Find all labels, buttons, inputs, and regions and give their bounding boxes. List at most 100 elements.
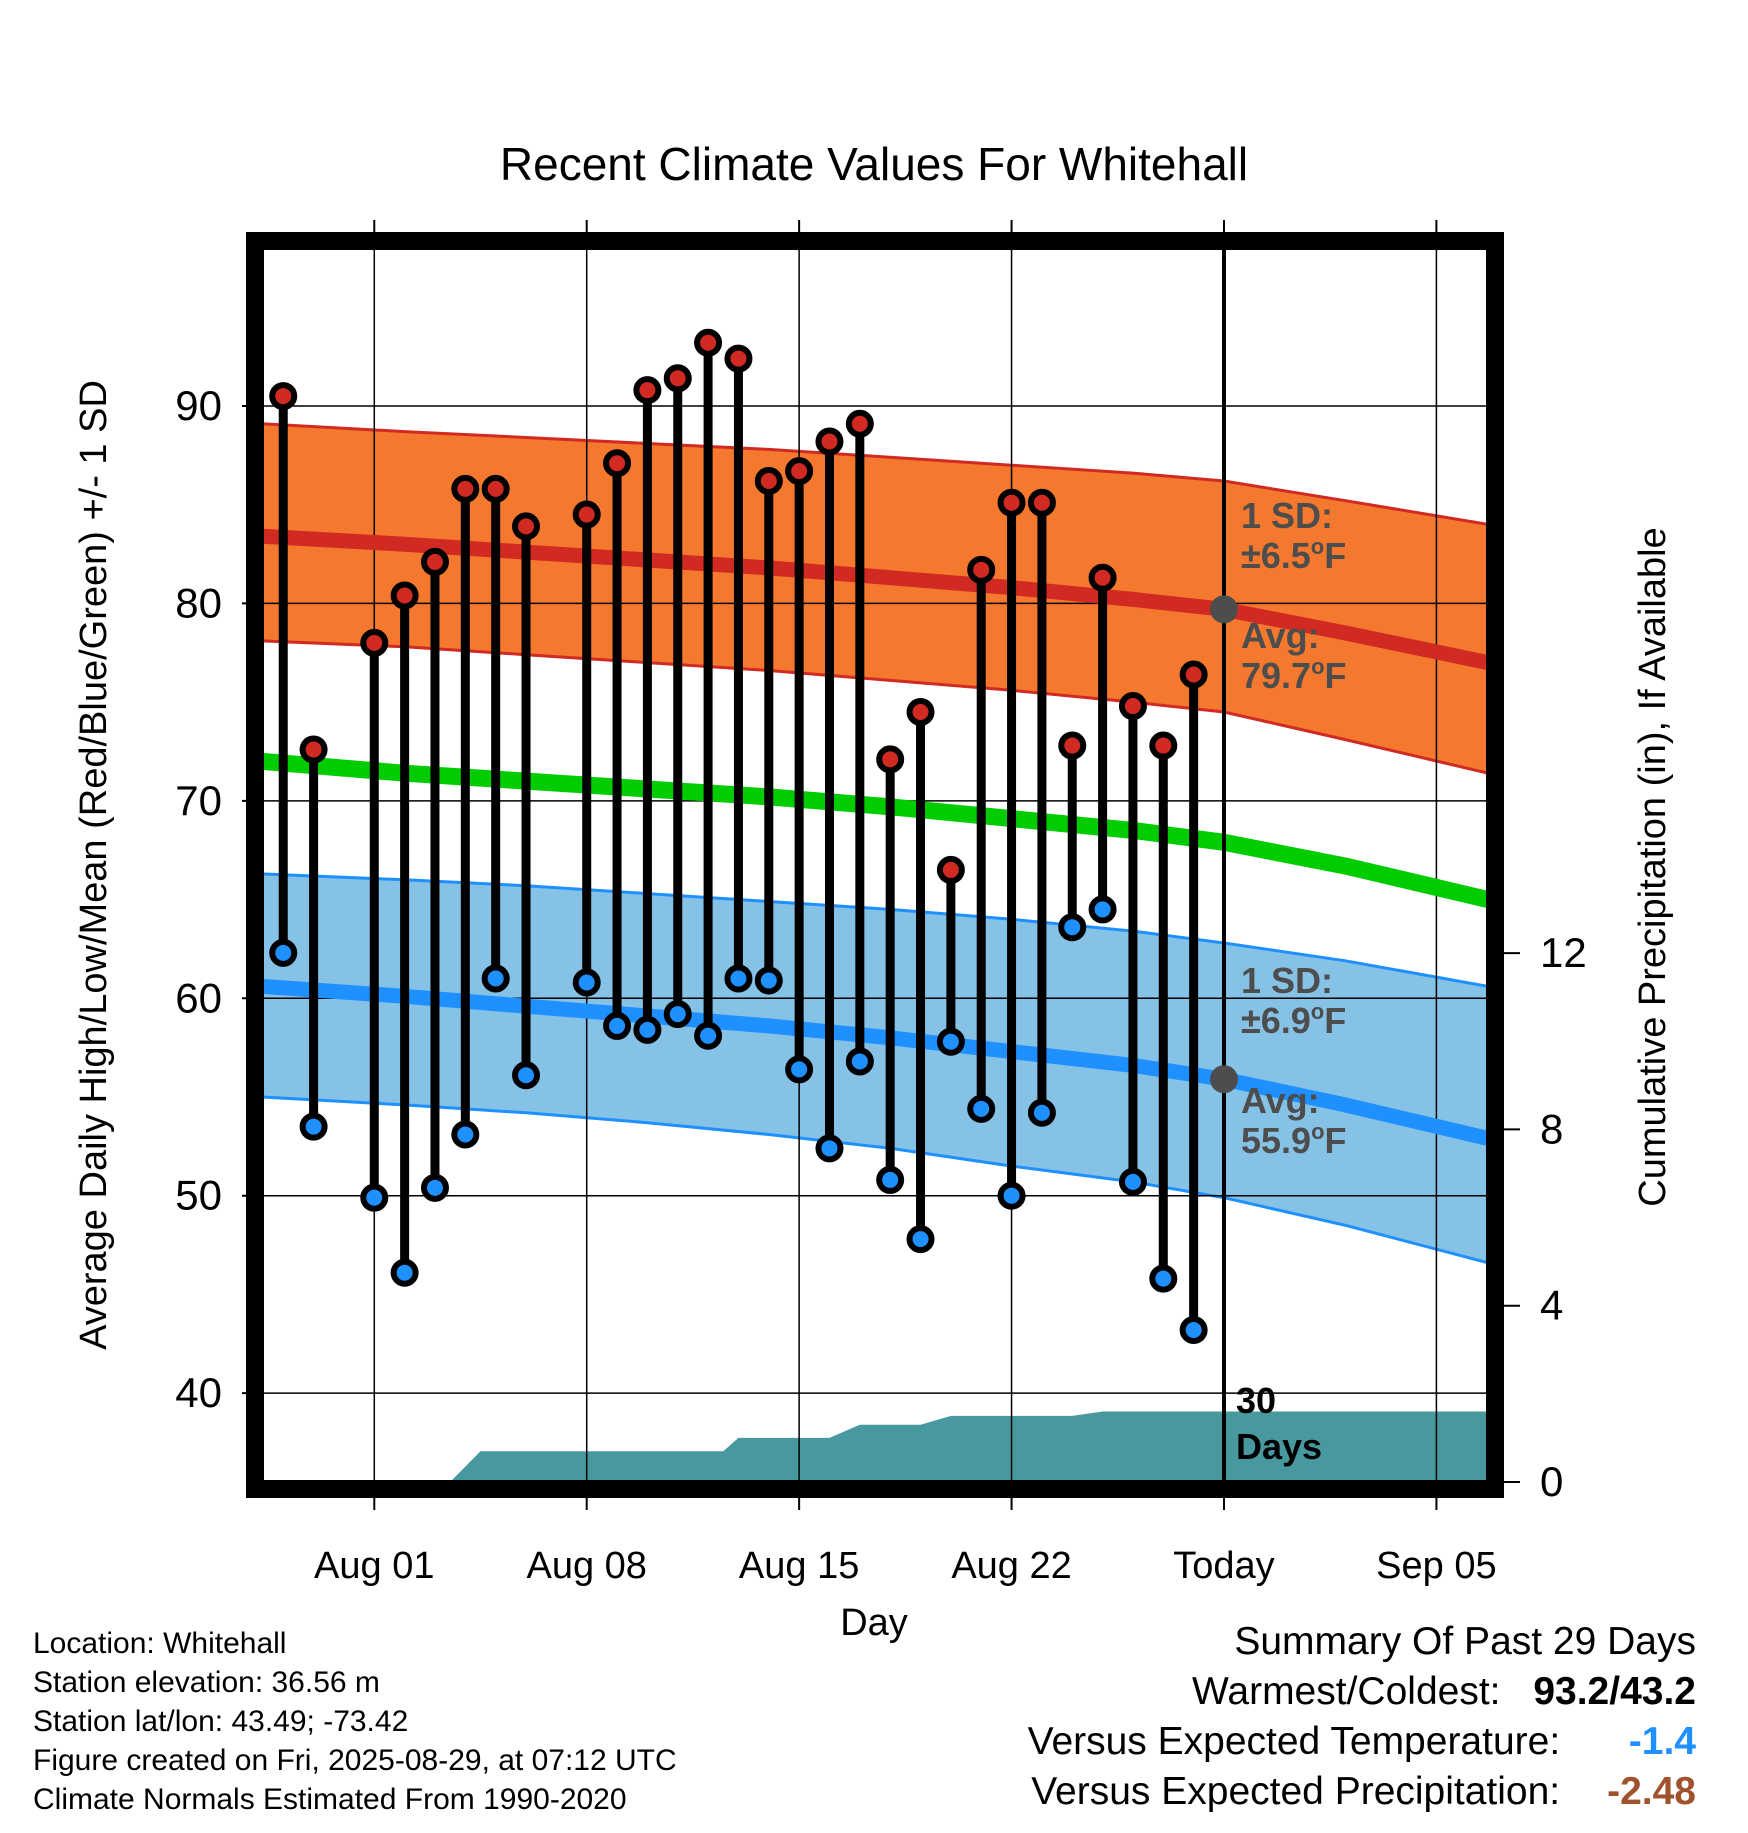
obs-high-point: [936, 855, 965, 884]
x-tick-label: Aug 22: [951, 1545, 1071, 1587]
x-tick-label: Sep 05: [1376, 1545, 1496, 1587]
obs-low-point: [269, 938, 298, 967]
obs-low-point: [845, 1047, 874, 1076]
obs-high-point: [1118, 692, 1147, 721]
low-sd-value: ±6.9oF: [1241, 999, 1346, 1041]
obs-low-point: [663, 1000, 692, 1029]
info-elevation: Station elevation: 36.56 m: [33, 1666, 380, 1699]
y-axis-label: Average Daily High/Low/Mean (Red/Blue/Gr…: [73, 380, 115, 1350]
obs-low-point: [997, 1181, 1026, 1210]
high-avg-value: 79.7oF: [1241, 654, 1347, 696]
obs-high-point: [633, 376, 662, 405]
y2-tick-label: 0: [1540, 1458, 1563, 1505]
obs-high-point: [299, 735, 328, 764]
high-sd-lower-line: [262, 639, 1488, 775]
y2-tick-label: 12: [1540, 929, 1587, 976]
info-location: Location: Whitehall: [33, 1627, 287, 1660]
obs-low-point: [785, 1055, 814, 1084]
chart-title: Recent Climate Values For Whitehall: [500, 138, 1248, 190]
obs-high-point: [906, 697, 935, 726]
obs-high-point: [785, 457, 814, 486]
obs-high-point: [724, 344, 753, 373]
obs-high-point: [603, 449, 632, 478]
summary-temp: Versus Expected Temperature: -1.4: [1028, 1720, 1696, 1764]
y-tick-label: 60: [175, 974, 222, 1021]
summary-temp-label: Versus Expected Temperature:: [1027, 1720, 1561, 1763]
obs-low-point: [815, 1134, 844, 1163]
obs-low-point: [754, 966, 783, 995]
low-avg-value: 55.9oF: [1241, 1119, 1347, 1161]
high-sd-label: 1 SD:: [1241, 495, 1333, 536]
obs-high-point: [694, 328, 723, 357]
y-tick-label: 40: [175, 1369, 222, 1416]
high-sd-upper-line: [262, 422, 1488, 526]
obs-low-point: [906, 1225, 935, 1254]
obs-high-point: [572, 500, 601, 529]
low-sd-band: [262, 873, 1488, 1263]
obs-high-point: [451, 474, 480, 503]
summary-precip-value: -2.48: [1607, 1770, 1696, 1813]
y-tick-label: 80: [175, 579, 222, 626]
obs-low-point: [512, 1061, 541, 1090]
days-label-text: Days: [1236, 1426, 1322, 1467]
high-avg-line: [262, 528, 1488, 670]
obs-high-point: [754, 466, 783, 495]
obs-low-point: [1149, 1264, 1178, 1293]
obs-high-point: [815, 427, 844, 456]
mean-line: [262, 752, 1488, 908]
low-avg-label: Avg:: [1241, 1080, 1320, 1121]
obs-low-point: [724, 964, 753, 993]
obs-high-point: [420, 547, 449, 576]
high-sd-band: [262, 423, 1488, 774]
info-created: Figure created on Fri, 2025-08-29, at 07…: [33, 1744, 677, 1777]
info-normals: Climate Normals Estimated From 1990-2020: [33, 1783, 627, 1816]
obs-low-point: [299, 1112, 328, 1141]
obs-high-point: [1149, 731, 1178, 760]
obs-low-point: [481, 964, 510, 993]
obs-high-point: [997, 488, 1026, 517]
obs-low-point: [694, 1021, 723, 1050]
summary-warm-cold: Warmest/Coldest: 93.2/43.2: [1192, 1670, 1696, 1714]
x-tick-label: Aug 01: [314, 1545, 434, 1587]
x-tick-label: Aug 15: [739, 1545, 859, 1587]
obs-high-point: [876, 745, 905, 774]
obs-low-point: [390, 1258, 419, 1287]
days-label-count: 30: [1236, 1380, 1276, 1421]
x-tick-label: Today: [1173, 1545, 1274, 1587]
obs-low-point: [1088, 895, 1117, 924]
low-sd-label: 1 SD:: [1241, 960, 1333, 1001]
high-sd-value: ±6.5oF: [1241, 534, 1346, 576]
obs-high-point: [967, 555, 996, 584]
obs-high-point: [1179, 660, 1208, 689]
summary-warm-cold-value: 93.2/43.2: [1533, 1670, 1696, 1713]
obs-high-point: [269, 382, 298, 411]
info-latlon: Station lat/lon: 43.49; -73.42: [33, 1705, 409, 1738]
summary-warm-cold-label: Warmest/Coldest:: [1192, 1670, 1501, 1713]
obs-high-point: [1058, 731, 1087, 760]
obs-high-point: [481, 474, 510, 503]
x-axis-label: Day: [840, 1602, 908, 1644]
obs-low-point: [967, 1094, 996, 1123]
x-tick-label: Aug 08: [526, 1545, 646, 1587]
high-avg-label: Avg:: [1241, 615, 1320, 656]
plot-frame: [246, 232, 1504, 1498]
obs-low-point: [420, 1173, 449, 1202]
obs-high-point: [360, 628, 389, 657]
today-low-avg-marker: [1209, 1065, 1238, 1094]
obs-low-point: [876, 1165, 905, 1194]
today-high-avg-marker: [1209, 595, 1238, 624]
obs-low-point: [936, 1027, 965, 1056]
obs-low-point: [1027, 1098, 1056, 1127]
y2-tick-label: 8: [1540, 1105, 1563, 1152]
y-tick-label: 50: [175, 1172, 222, 1219]
obs-low-point: [633, 1015, 662, 1044]
obs-high-point: [1027, 488, 1056, 517]
obs-low-point: [1118, 1167, 1147, 1196]
y2-tick-label: 4: [1540, 1282, 1563, 1329]
obs-high-point: [1088, 563, 1117, 592]
summary-temp-value: -1.4: [1628, 1720, 1696, 1763]
precip-area: [262, 1411, 1488, 1482]
